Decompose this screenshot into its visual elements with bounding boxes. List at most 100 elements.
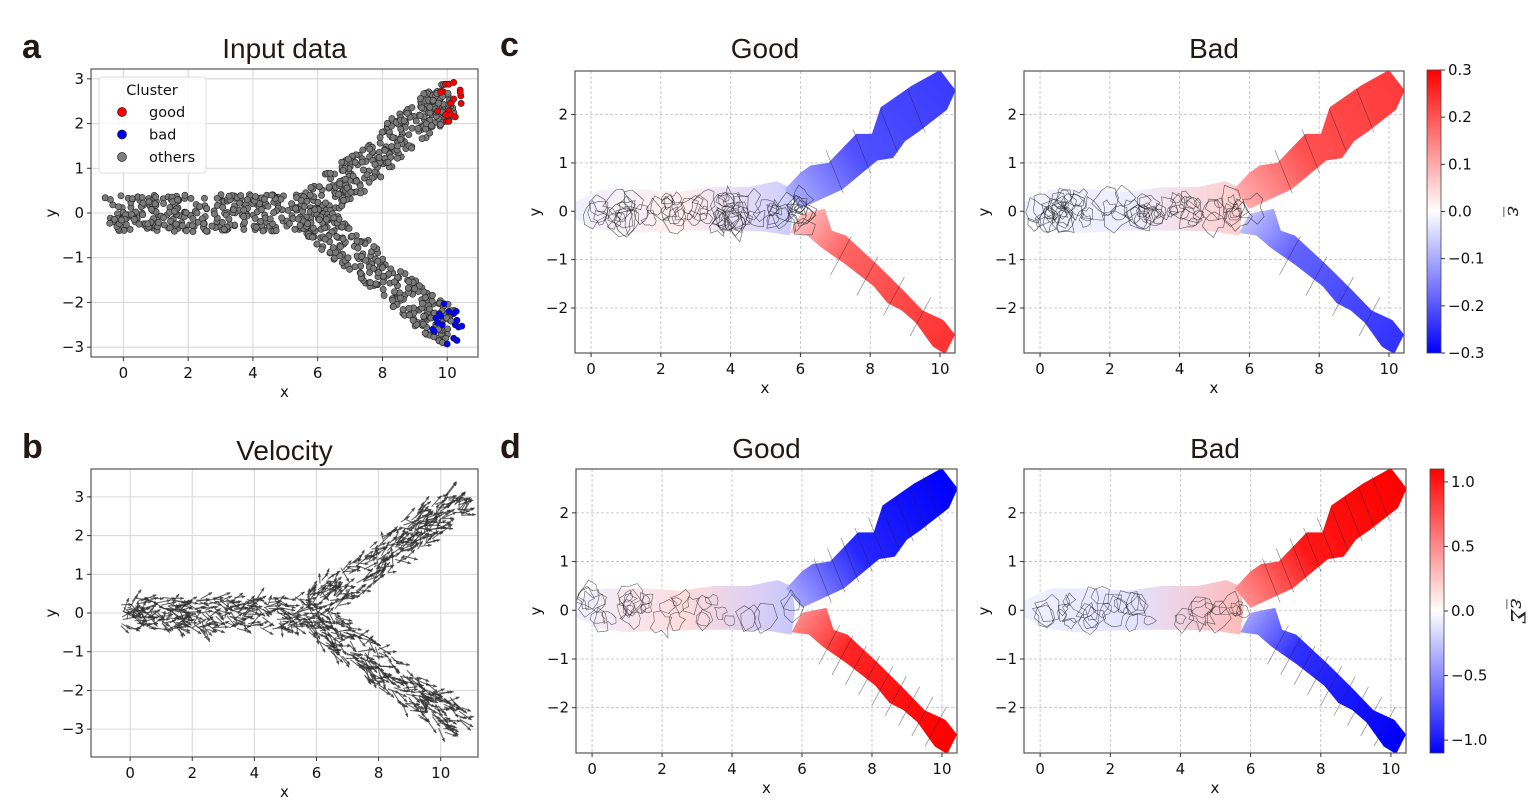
legend-marker xyxy=(117,107,127,117)
contour-line xyxy=(607,201,634,229)
contour-line xyxy=(1373,707,1396,747)
y-tick-label: −1 xyxy=(995,251,1017,269)
point-others xyxy=(160,221,168,229)
point-others xyxy=(182,227,190,235)
velocity-arrowhead xyxy=(463,709,468,714)
velocity-arrowhead xyxy=(395,670,399,675)
velocity-arrowhead xyxy=(341,634,346,638)
point-others xyxy=(178,222,186,230)
velocity-arrowhead xyxy=(413,544,418,548)
axes-frame xyxy=(1023,468,1407,754)
velocity-arrowhead xyxy=(362,662,367,666)
chart-title: Good xyxy=(732,433,801,464)
velocity-arrowhead xyxy=(460,707,465,712)
point-others xyxy=(400,117,408,125)
velocity-arrowhead xyxy=(328,646,333,650)
colorbar-tick-label: −0.5 xyxy=(1451,667,1487,685)
point-others xyxy=(429,97,437,104)
point-others xyxy=(360,166,367,174)
velocity-arrowhead xyxy=(226,592,231,596)
velocity-arrowhead xyxy=(396,684,401,688)
velocity-arrowhead xyxy=(380,654,385,659)
contour-line xyxy=(1218,590,1242,615)
velocity-arrowhead xyxy=(131,615,136,619)
velocity-arrowhead xyxy=(364,556,369,560)
velocity-arrowhead xyxy=(350,634,355,639)
y-tick-label: −1 xyxy=(62,249,84,267)
velocity-arrowhead xyxy=(340,623,345,628)
y-tick-label: −3 xyxy=(62,338,84,356)
point-others xyxy=(408,144,416,152)
point-others xyxy=(363,171,371,179)
point-others xyxy=(338,158,346,166)
contour-line xyxy=(1123,199,1140,219)
point-others xyxy=(203,227,210,235)
point-others xyxy=(259,227,267,235)
velocity-arrowhead xyxy=(361,549,365,554)
plot-area xyxy=(1024,71,1404,353)
velocity-arrowhead xyxy=(409,672,414,677)
point-others xyxy=(318,192,325,199)
velocity-arrowhead xyxy=(198,616,203,620)
point-good xyxy=(447,100,454,107)
velocity-arrowhead xyxy=(311,614,315,619)
velocity-arrowhead xyxy=(326,627,331,631)
velocity-arrowhead xyxy=(437,718,442,723)
velocity-arrowhead xyxy=(441,709,446,714)
point-others xyxy=(138,194,146,201)
y-tick-label: −2 xyxy=(995,299,1017,317)
velocity-arrowhead xyxy=(408,527,413,532)
region-upper-branch xyxy=(786,469,957,608)
contour-lines xyxy=(1025,88,1381,337)
contour-line xyxy=(1166,205,1179,218)
y-tick-label: 3 xyxy=(74,488,84,506)
velocity-arrowhead xyxy=(443,697,448,702)
contour-line xyxy=(641,602,652,614)
y-tick-label: −3 xyxy=(62,720,84,738)
velocity-arrowhead xyxy=(287,629,292,633)
contour-line xyxy=(1034,593,1061,622)
velocity-arrowhead xyxy=(136,605,141,609)
colorbar-c: 0.3 0.2 0.1 0.0 −0.1 −0.2 −0.3 ε̲ xyxy=(1426,61,1527,362)
point-others xyxy=(397,294,404,302)
point-others xyxy=(376,133,384,141)
velocity-arrowhead xyxy=(303,617,308,621)
y-tick-label: −1 xyxy=(547,650,569,668)
y-axis-label: y xyxy=(527,606,545,615)
velocity-arrowhead xyxy=(388,658,392,663)
velocity-arrowhead xyxy=(302,630,306,635)
velocity-arrowhead xyxy=(452,720,457,725)
point-others xyxy=(426,129,434,137)
point-others xyxy=(376,139,384,147)
point-others xyxy=(189,228,197,236)
contour-line xyxy=(1116,590,1139,615)
velocity-arrowhead xyxy=(239,592,244,597)
contour-line xyxy=(1267,625,1289,665)
series-bad xyxy=(429,300,466,348)
velocity-arrowhead xyxy=(381,542,386,546)
contour-line xyxy=(740,604,762,632)
contour-line xyxy=(1358,297,1381,337)
contour-line xyxy=(593,606,609,633)
velocity-arrowhead xyxy=(404,703,409,708)
contour-line xyxy=(1138,194,1161,211)
velocity-arrowhead xyxy=(208,609,213,614)
velocity-arrowhead xyxy=(339,636,344,641)
velocity-arrowhead xyxy=(296,613,301,618)
velocity-arrowhead xyxy=(386,644,391,648)
velocity-arrowhead xyxy=(352,647,356,652)
velocity-arrowhead xyxy=(429,699,434,703)
velocity-arrowhead xyxy=(449,526,453,531)
contour-line xyxy=(714,606,728,620)
y-tick-label: −2 xyxy=(546,299,568,317)
contour-line xyxy=(662,206,685,235)
velocity-arrowhead xyxy=(401,538,406,542)
point-others xyxy=(437,121,444,128)
point-others xyxy=(309,233,316,241)
point-others xyxy=(411,285,418,293)
point-others xyxy=(306,191,314,199)
point-others xyxy=(353,177,360,185)
velocity-arrowhead xyxy=(452,494,457,499)
contour-line xyxy=(1329,109,1348,153)
velocity-arrowhead xyxy=(368,659,373,663)
